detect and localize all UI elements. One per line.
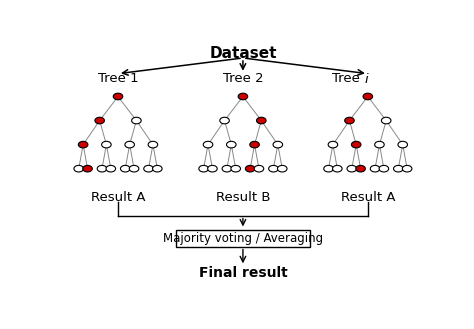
Circle shape — [238, 93, 248, 100]
Circle shape — [83, 165, 92, 172]
Circle shape — [250, 141, 259, 148]
Circle shape — [333, 165, 342, 172]
Circle shape — [356, 165, 365, 172]
Text: Majority voting / Averaging: Majority voting / Averaging — [163, 232, 323, 245]
Circle shape — [148, 141, 158, 148]
Circle shape — [97, 165, 107, 172]
Circle shape — [125, 141, 135, 148]
Circle shape — [132, 117, 141, 124]
Circle shape — [277, 165, 287, 172]
Circle shape — [220, 117, 229, 124]
Circle shape — [351, 141, 361, 148]
Circle shape — [273, 141, 283, 148]
Text: Final result: Final result — [199, 266, 287, 280]
Text: Tree 1: Tree 1 — [98, 72, 138, 85]
Circle shape — [374, 141, 384, 148]
Circle shape — [363, 93, 373, 100]
Circle shape — [393, 165, 403, 172]
Circle shape — [129, 165, 139, 172]
Text: Result B: Result B — [216, 191, 270, 204]
Text: Tree 2: Tree 2 — [223, 72, 263, 85]
Circle shape — [199, 165, 209, 172]
Circle shape — [153, 165, 162, 172]
Circle shape — [246, 165, 255, 172]
Circle shape — [379, 165, 389, 172]
Circle shape — [144, 165, 153, 172]
Circle shape — [95, 117, 104, 124]
Circle shape — [370, 165, 380, 172]
Circle shape — [398, 141, 408, 148]
Circle shape — [254, 165, 264, 172]
Circle shape — [74, 165, 83, 172]
Circle shape — [347, 165, 356, 172]
Circle shape — [328, 141, 337, 148]
Circle shape — [227, 141, 236, 148]
Circle shape — [203, 141, 213, 148]
Circle shape — [324, 165, 333, 172]
Text: Dataset: Dataset — [209, 46, 277, 61]
Text: Result A: Result A — [341, 191, 395, 204]
Text: Result A: Result A — [91, 191, 145, 204]
Text: Tree: Tree — [332, 72, 364, 85]
FancyBboxPatch shape — [176, 230, 310, 247]
Circle shape — [101, 141, 111, 148]
Circle shape — [78, 141, 88, 148]
Circle shape — [231, 165, 240, 172]
Circle shape — [222, 165, 232, 172]
Circle shape — [208, 165, 217, 172]
Circle shape — [382, 117, 391, 124]
Circle shape — [402, 165, 412, 172]
Circle shape — [106, 165, 116, 172]
Circle shape — [120, 165, 130, 172]
Circle shape — [113, 93, 123, 100]
Circle shape — [269, 165, 278, 172]
Text: $i$: $i$ — [364, 72, 370, 86]
Circle shape — [256, 117, 266, 124]
Circle shape — [345, 117, 354, 124]
